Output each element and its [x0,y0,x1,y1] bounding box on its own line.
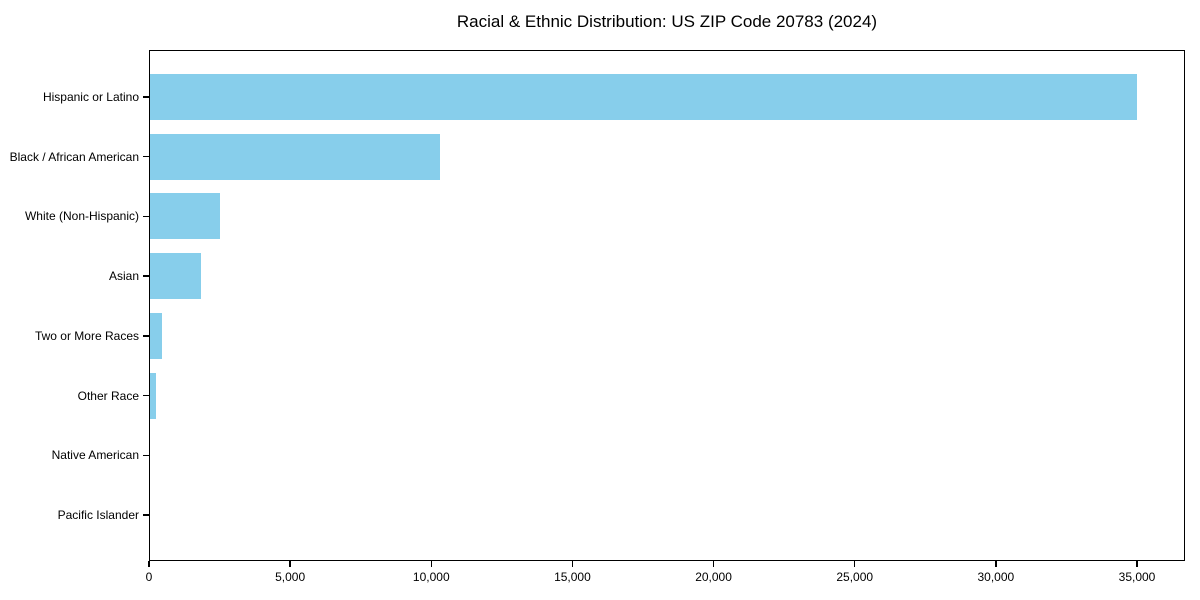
bar-hispanic-or-latino [149,74,1137,120]
bar-white-non-hispanic [149,193,220,240]
x-tick-mark [148,561,150,567]
x-axis-tick-label: 15,000 [554,570,591,584]
y-axis-category-label: Hispanic or Latino [42,90,139,104]
x-tick-mark [853,561,856,567]
x-axis-tick-label: 30,000 [977,570,1015,584]
y-tick-mark [143,275,149,277]
x-tick-mark [571,561,574,567]
y-axis-category-label: Asian [108,269,139,284]
x-axis-tick-label: 35,000 [1118,570,1156,584]
y-axis-category-label: Two or More Races [34,328,139,343]
y-axis-category-label: Pacific Islander [57,507,139,522]
y-axis-category-label: Native American [51,448,139,463]
y-tick-mark [143,335,149,337]
y-tick-mark [143,215,149,218]
x-axis-tick-label: 20,000 [695,570,732,584]
chart-title: Racial & Ethnic Distribution: US ZIP Cod… [456,12,878,31]
x-tick-mark [1136,561,1138,567]
plot-area [149,50,1185,561]
x-axis-tick-label: 10,000 [412,570,450,584]
bar-other-race [149,372,157,419]
y-tick-mark [143,394,149,397]
bar-two-or-more-races [149,312,162,359]
y-axis-category-label: Other Race [77,388,139,403]
x-axis-tick-label: 25,000 [836,570,874,584]
y-tick-mark [143,155,149,158]
y-tick-mark [143,514,149,516]
x-axis-tick-label: 5,000 [275,570,306,584]
x-tick-mark [995,561,997,567]
x-tick-mark [289,561,291,567]
y-axis-category-label: Black / African American [9,149,139,164]
x-tick-mark [712,561,715,567]
y-axis-category-label: White (Non-Hispanic) [24,209,139,224]
y-tick-mark [143,454,149,457]
x-tick-mark [430,561,433,567]
y-tick-mark [143,96,149,98]
x-axis-tick-label: 0 [145,570,153,584]
bar-asian [149,253,202,300]
bar-black-african-american [149,133,440,180]
